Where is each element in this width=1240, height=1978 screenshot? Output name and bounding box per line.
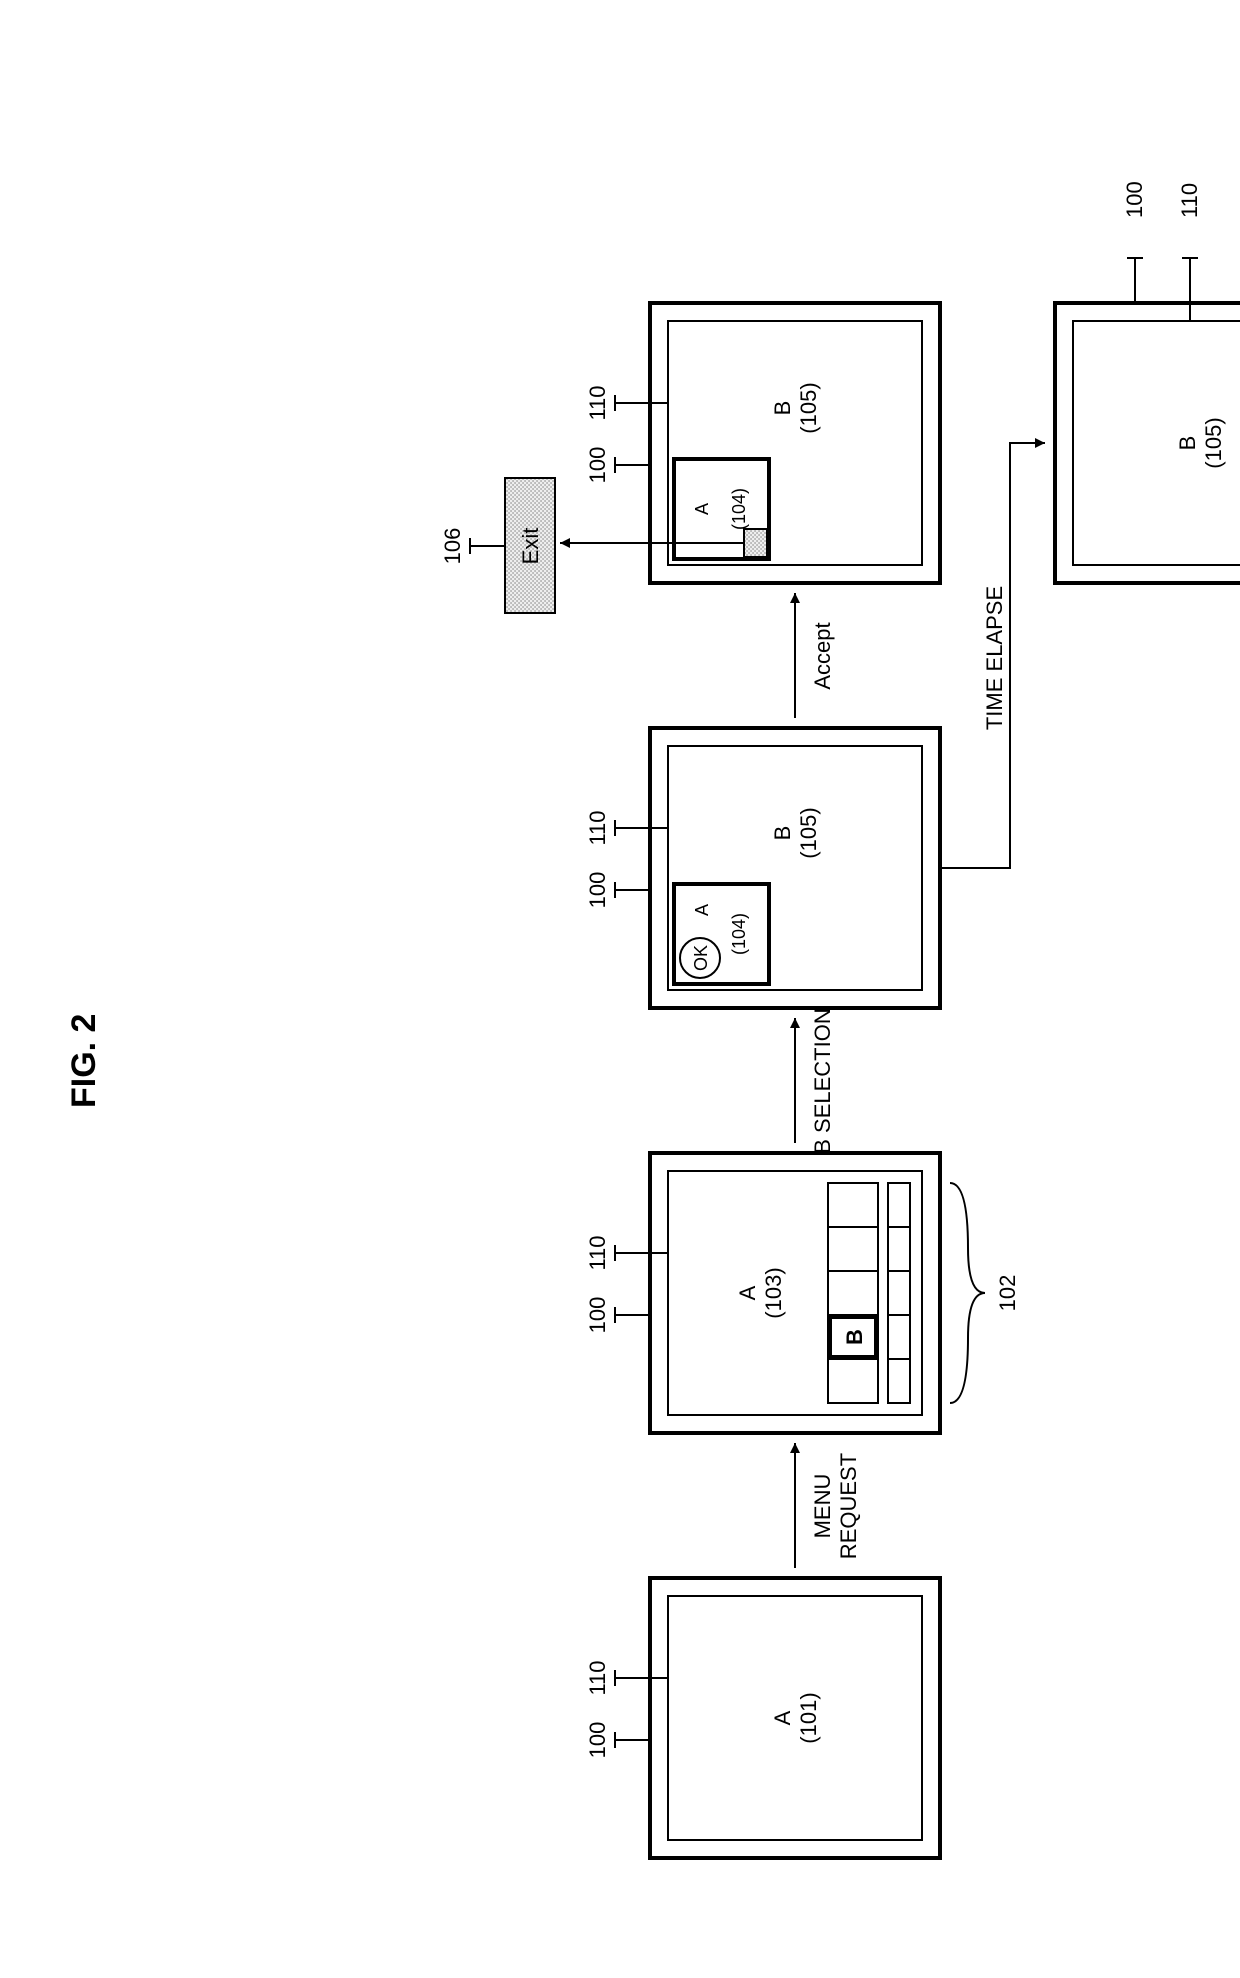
arrow-label-l1: MENU <box>810 1474 835 1539</box>
ref-110: 110 <box>585 385 610 420</box>
screen-4: B (105) A (104) 100 110 Exit <box>440 303 940 613</box>
screen-2: A (103) B 102 <box>585 1153 1020 1433</box>
exit-label: Exit <box>518 528 543 565</box>
pip-tab[interactable] <box>744 529 767 557</box>
figure-title: FIG. 2 <box>65 1014 103 1108</box>
ref-110: 110 <box>1177 183 1202 218</box>
ref-100: 100 <box>1122 181 1147 218</box>
ok-label: OK <box>691 945 711 971</box>
ref-110: 110 <box>585 1660 610 1695</box>
ref-110: 110 <box>585 810 610 845</box>
menu-strip[interactable]: B <box>828 1183 910 1403</box>
brace <box>950 1183 985 1403</box>
content-letter: B <box>770 401 795 416</box>
inner-frame <box>668 1596 922 1840</box>
ref-110: 110 <box>585 1235 610 1270</box>
arrow-label: Accept <box>810 622 835 689</box>
ref-100: 100 <box>585 1297 610 1334</box>
content-letter: B <box>1175 436 1200 451</box>
screen-5: B (105) 100 110 <box>1055 181 1240 583</box>
pip-letter: A <box>692 503 712 515</box>
inner-frame <box>668 1171 922 1415</box>
pip-num: (104) <box>729 488 749 530</box>
arrow-time-elapse: TIME ELAPSE <box>940 443 1045 868</box>
menu-strip-2 <box>888 1183 910 1403</box>
screen-1: A (101) 100 110 <box>585 1578 940 1858</box>
ref-100: 100 <box>585 872 610 909</box>
content-letter: A <box>770 1710 795 1725</box>
arrow-menu-request: MENU REQUEST <box>795 1443 861 1568</box>
arrow-b-selection: B SELECTION <box>795 1008 835 1153</box>
ref-106: 106 <box>440 528 465 565</box>
content-num: (105) <box>796 807 821 858</box>
ref-100: 100 <box>585 1722 610 1759</box>
content-num: (105) <box>1201 417 1226 468</box>
screen-3: B (105) A (104) OK 100 110 <box>585 728 940 1008</box>
content-num: (103) <box>761 1267 786 1318</box>
arrow-label: TIME ELAPSE <box>982 586 1007 730</box>
pip-num: (104) <box>729 913 749 955</box>
content-num: (101) <box>796 1692 821 1743</box>
arrow-label: B SELECTION <box>810 1008 835 1153</box>
ref-102: 102 <box>995 1275 1020 1312</box>
pip-window[interactable]: A (104) OK <box>674 884 769 984</box>
ref-100: 100 <box>585 447 610 484</box>
pip-letter: A <box>692 904 712 916</box>
menu-item-b-label: B <box>842 1329 867 1345</box>
content-letter: A <box>735 1285 760 1300</box>
content-letter: B <box>770 826 795 841</box>
content-num: (105) <box>796 382 821 433</box>
arrow-label-l2: REQUEST <box>836 1453 861 1559</box>
arrow-accept: Accept <box>795 593 835 718</box>
